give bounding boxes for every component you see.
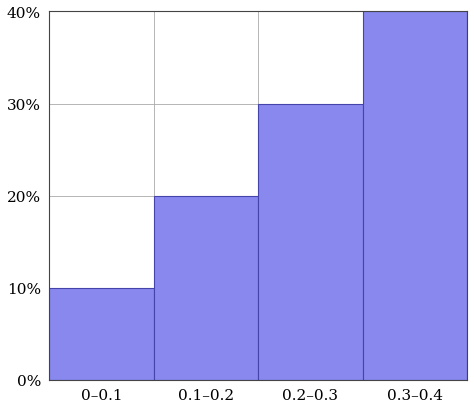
Bar <box>258 104 363 380</box>
Bar <box>154 196 258 380</box>
Bar <box>363 12 467 380</box>
Bar <box>49 288 154 380</box>
